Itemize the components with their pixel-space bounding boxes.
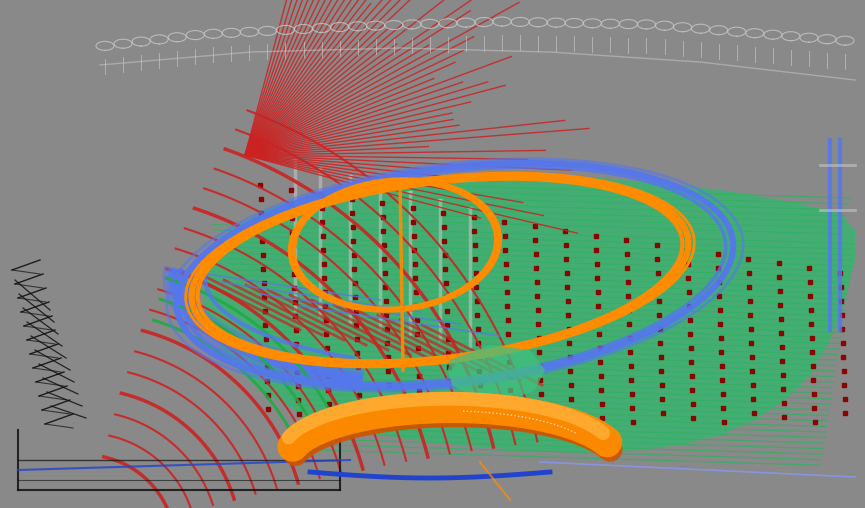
Polygon shape xyxy=(448,345,545,400)
Polygon shape xyxy=(203,175,855,452)
